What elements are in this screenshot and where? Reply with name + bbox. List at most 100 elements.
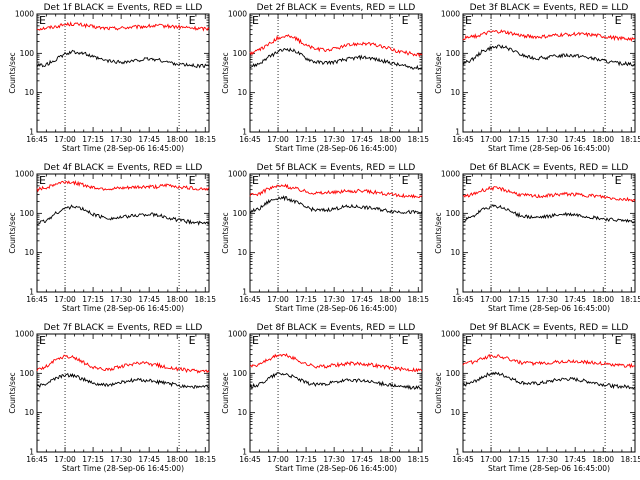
x-tick-label: 17:15: [295, 135, 317, 144]
events-series-line: [462, 371, 636, 390]
chart-title: Det 7f BLACK = Events, RED = LLD: [44, 323, 203, 333]
event-annotation: E: [39, 14, 46, 27]
x-tick-label: 17:45: [138, 135, 160, 144]
plot-frame: [462, 173, 636, 293]
y-tick-label: 100: [446, 49, 461, 58]
x-tick-label: 17:30: [536, 455, 558, 464]
x-tick-label: 17:15: [82, 455, 104, 464]
x-tick-label: 17:30: [110, 135, 132, 144]
y-tick-label: 1000: [441, 330, 460, 339]
x-tick-label: 17:00: [267, 455, 289, 464]
plot-frame: [249, 173, 423, 293]
x-tick-label: 18:00: [592, 295, 614, 304]
lld-series-line: [249, 352, 423, 373]
x-tick-label: 17:30: [536, 295, 558, 304]
y-tick-label: 1: [242, 128, 247, 137]
x-tick-label: 18:15: [194, 135, 216, 144]
x-tick-label: 17:30: [323, 455, 345, 464]
y-tick-label: 10: [450, 248, 460, 257]
y-axis-label: Counts/sec: [434, 52, 443, 93]
lld-series-line: [36, 21, 210, 32]
x-tick-label: 17:45: [351, 135, 373, 144]
x-tick-label: 16:45: [239, 455, 261, 464]
x-tick-label: 17:15: [508, 295, 530, 304]
event-annotation: E: [252, 14, 259, 27]
x-tick-label: 17:45: [564, 295, 586, 304]
x-tick-label: 16:45: [452, 135, 474, 144]
y-tick-label: 1000: [15, 10, 34, 19]
x-tick-label: 17:15: [295, 455, 317, 464]
events-series-line: [249, 372, 423, 390]
x-axis-label: Start Time (28-Sep-06 16:45:00): [275, 144, 397, 153]
y-tick-label: 100: [20, 209, 35, 218]
chart-panel-9: Det 9f BLACK = Events, RED = LLD 1 10 100 10…: [434, 323, 640, 473]
y-tick-label: 10: [24, 248, 34, 257]
x-tick-label: 18:15: [620, 135, 640, 144]
y-tick-label: 10: [450, 408, 460, 417]
chart-panel-4: Det 4f BLACK = Events, RED = LLD 1 10 100 10…: [8, 163, 216, 313]
y-tick-label: 1000: [228, 170, 247, 179]
y-tick-label: 1: [29, 288, 34, 297]
chart-panel-1: Det 1f BLACK = Events, RED = LLD 1 10 100 10…: [8, 3, 216, 153]
y-tick-label: 1000: [228, 10, 247, 19]
y-axis-label: Counts/sec: [8, 212, 17, 253]
x-tick-label: 18:00: [379, 455, 401, 464]
events-series-line: [37, 204, 210, 226]
y-tick-label: 100: [446, 369, 461, 378]
x-tick-label: 17:00: [480, 135, 502, 144]
lld-series-line: [462, 29, 636, 42]
event-annotation: E: [465, 174, 472, 187]
y-tick-label: 1: [455, 128, 460, 137]
y-tick-label: 1: [29, 448, 34, 457]
x-axis-label: Start Time (28-Sep-06 16:45:00): [62, 464, 184, 473]
y-axis-label: Counts/sec: [221, 212, 230, 253]
x-tick-label: 18:00: [379, 135, 401, 144]
chart-title: Det 6f BLACK = Events, RED = LLD: [470, 163, 629, 173]
chart-panel-6: Det 6f BLACK = Events, RED = LLD 1 10 100 10…: [434, 163, 640, 313]
y-tick-label: 1000: [15, 330, 34, 339]
x-tick-label: 17:15: [82, 295, 104, 304]
x-tick-label: 18:00: [166, 135, 188, 144]
y-tick-label: 100: [233, 369, 248, 378]
y-tick-label: 1000: [15, 170, 34, 179]
events-series-line: [36, 49, 210, 69]
events-series-line: [462, 204, 636, 224]
x-tick-label: 17:30: [536, 135, 558, 144]
y-tick-label: 10: [237, 248, 247, 257]
y-tick-label: 10: [24, 88, 34, 97]
chart-title: Det 5f BLACK = Events, RED = LLD: [257, 163, 416, 173]
x-tick-label: 18:15: [407, 135, 429, 144]
y-tick-label: 100: [446, 209, 461, 218]
y-tick-label: 10: [24, 408, 34, 417]
x-tick-label: 18:15: [194, 295, 216, 304]
x-tick-label: 17:45: [564, 455, 586, 464]
x-tick-label: 18:15: [620, 295, 640, 304]
events-series-line: [249, 47, 423, 71]
plot-frame: [249, 13, 423, 133]
lld-series-line: [462, 353, 636, 369]
y-axis-label: Counts/sec: [221, 372, 230, 413]
x-tick-label: 16:45: [452, 295, 474, 304]
chart-panel-5: Det 5f BLACK = Events, RED = LLD 1 10 100 10…: [221, 163, 429, 313]
event-annotation: E: [189, 14, 196, 27]
y-tick-label: 1: [455, 288, 460, 297]
x-axis-label: Start Time (28-Sep-06 16:45:00): [488, 464, 610, 473]
chart-title: Det 2f BLACK = Events, RED = LLD: [257, 3, 416, 13]
plot-frame: [36, 173, 210, 293]
lld-series-line: [462, 185, 636, 203]
x-tick-label: 17:00: [480, 295, 502, 304]
events-series-line: [249, 195, 423, 215]
x-tick-label: 17:15: [508, 455, 530, 464]
x-tick-label: 16:45: [452, 455, 474, 464]
plot-frame: [36, 333, 210, 453]
event-annotation: E: [189, 334, 196, 347]
x-tick-label: 18:00: [592, 455, 614, 464]
event-annotation: E: [39, 174, 46, 187]
event-annotation: E: [465, 14, 472, 27]
event-annotation: E: [465, 334, 472, 347]
x-tick-label: 18:15: [407, 295, 429, 304]
x-tick-label: 18:15: [620, 455, 640, 464]
y-tick-label: 10: [450, 88, 460, 97]
x-tick-label: 17:45: [564, 135, 586, 144]
